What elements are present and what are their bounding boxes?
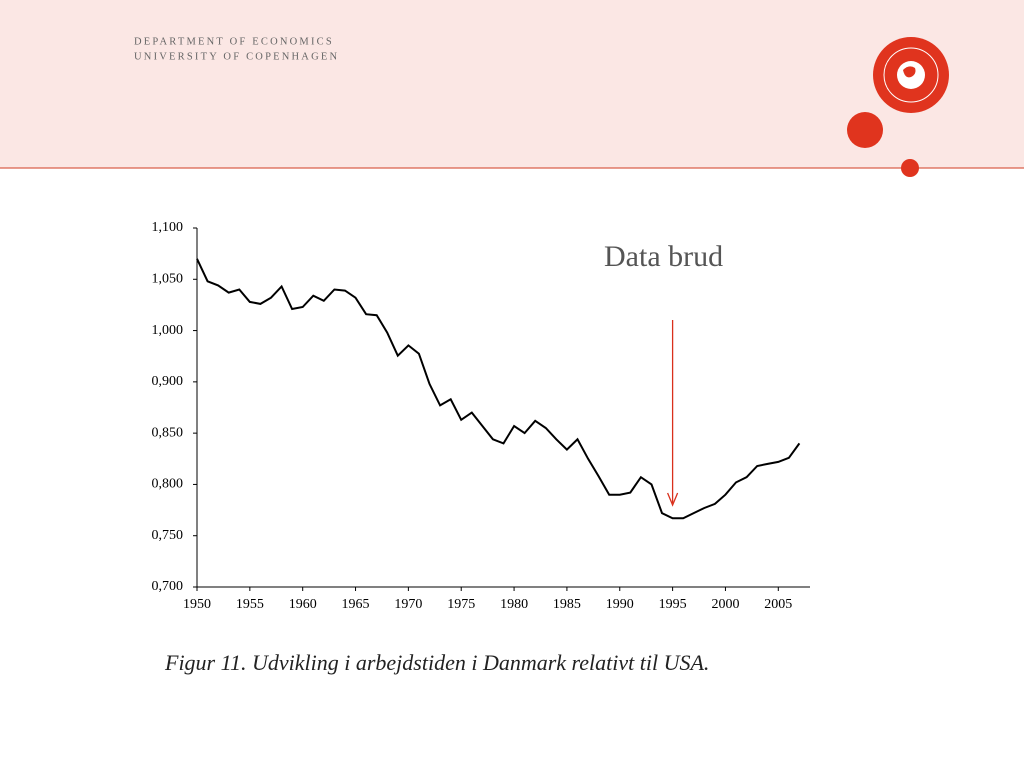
y-tick-label: 1,000 [152, 323, 184, 338]
university: UNIVERSITY OF COPENHAGEN [134, 51, 339, 62]
decor-circle [901, 159, 919, 177]
annotation: Data brud [604, 240, 723, 273]
logo [873, 37, 949, 113]
x-tick-label: 1985 [553, 597, 581, 612]
x-tick-label: 2000 [711, 597, 739, 612]
data-line [196, 258, 801, 520]
x-tick-label: 1975 [447, 597, 475, 612]
y-tick-label: 0,800 [152, 477, 184, 492]
y-tick-label: 0,700 [152, 579, 184, 594]
decor-circle [847, 112, 883, 148]
y-tick-label: 0,900 [152, 374, 184, 389]
x-tick-label: 1960 [289, 597, 317, 612]
y-tick-label: 0,850 [152, 425, 184, 440]
x-tick-label: 1965 [342, 597, 370, 612]
x-tick-label: 1995 [659, 597, 687, 612]
arrow-head [667, 492, 679, 507]
x-tick-label: 1990 [606, 597, 634, 612]
x-tick-label: 2005 [764, 597, 792, 612]
x-tick-label: 1980 [500, 597, 528, 612]
y-tick-label: 0,750 [152, 528, 184, 543]
x-tick-label: 1955 [236, 597, 264, 612]
y-tick-label: 1,050 [152, 272, 184, 287]
x-tick-label: 1950 [183, 597, 211, 612]
x-tick-label: 1970 [394, 597, 422, 612]
caption: Figur 11. Udvikling i arbejdstiden i Dan… [164, 650, 709, 675]
department: DEPARTMENT OF ECONOMICS [134, 36, 334, 47]
y-tick-label: 1,100 [152, 220, 184, 235]
